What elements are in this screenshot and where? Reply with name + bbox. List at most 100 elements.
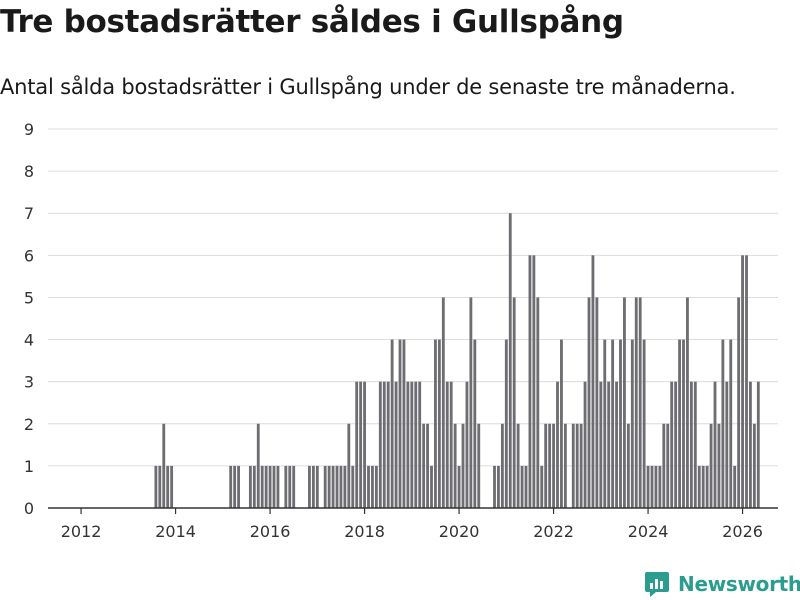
bar bbox=[371, 465, 374, 508]
bar bbox=[457, 465, 461, 508]
bar bbox=[453, 423, 457, 508]
bar bbox=[292, 465, 296, 508]
bar bbox=[233, 465, 237, 508]
y-tick-label: 5 bbox=[24, 288, 34, 307]
bar bbox=[248, 465, 252, 508]
chart-subtitle: Antal sålda bostadsrätter i Gullspång un… bbox=[0, 75, 736, 99]
bar bbox=[634, 297, 638, 508]
bar bbox=[166, 465, 170, 508]
bar bbox=[382, 381, 386, 508]
bar bbox=[418, 381, 422, 508]
bar bbox=[721, 339, 725, 508]
bar bbox=[654, 465, 658, 508]
bar bbox=[583, 381, 587, 508]
bar bbox=[288, 465, 292, 508]
x-tick-label: 2024 bbox=[628, 522, 669, 541]
highlight-value-label: 3 bbox=[769, 0, 779, 4]
bar bbox=[752, 423, 756, 508]
bar bbox=[544, 423, 548, 508]
bar bbox=[713, 381, 717, 508]
bar bbox=[540, 465, 544, 508]
bar bbox=[579, 423, 583, 508]
x-tick-label: 2018 bbox=[344, 522, 385, 541]
bar bbox=[374, 465, 378, 508]
bar bbox=[315, 465, 319, 508]
bar bbox=[591, 255, 595, 508]
y-tick-label: 8 bbox=[24, 162, 34, 181]
y-tick-label: 4 bbox=[24, 331, 34, 350]
bar bbox=[666, 423, 670, 508]
bar bbox=[662, 423, 666, 508]
bar bbox=[524, 465, 528, 508]
bar bbox=[508, 213, 512, 508]
bar bbox=[351, 465, 355, 508]
bar bbox=[733, 465, 737, 508]
bar bbox=[701, 465, 705, 508]
bar bbox=[686, 297, 689, 508]
bar bbox=[276, 465, 280, 508]
bar bbox=[619, 339, 622, 508]
bar bbox=[414, 381, 418, 508]
y-tick-label: 2 bbox=[24, 415, 34, 434]
y-tick-label: 7 bbox=[24, 204, 34, 223]
bar bbox=[461, 423, 465, 508]
bar bbox=[323, 465, 327, 508]
bar bbox=[705, 465, 709, 508]
bar bbox=[158, 465, 162, 508]
bar bbox=[682, 339, 685, 508]
bar bbox=[548, 423, 552, 508]
bar bbox=[469, 297, 473, 508]
bar bbox=[611, 339, 615, 508]
bar bbox=[607, 381, 611, 508]
bar bbox=[737, 297, 741, 508]
bar bbox=[335, 465, 339, 508]
bar bbox=[339, 465, 343, 508]
bar bbox=[552, 423, 555, 508]
x-tick-label: 2016 bbox=[250, 522, 291, 541]
bar bbox=[512, 297, 516, 508]
bar bbox=[390, 339, 394, 508]
newsworthy-logo-icon bbox=[645, 572, 669, 597]
bar bbox=[252, 465, 256, 508]
bar bbox=[406, 381, 410, 508]
bar bbox=[725, 381, 729, 508]
bar bbox=[465, 381, 469, 508]
bar bbox=[410, 381, 414, 508]
bar bbox=[437, 339, 441, 508]
bar bbox=[434, 339, 437, 508]
bar bbox=[528, 255, 532, 508]
bar bbox=[756, 381, 760, 508]
bar bbox=[749, 381, 752, 508]
bar bbox=[394, 381, 398, 508]
bar bbox=[504, 339, 508, 508]
bar bbox=[638, 297, 642, 508]
newsworthy-logo: Newsworthy bbox=[644, 570, 800, 598]
bar bbox=[689, 381, 693, 508]
y-tick-label: 9 bbox=[24, 120, 34, 139]
bar bbox=[630, 339, 634, 508]
bar bbox=[260, 465, 264, 508]
bar bbox=[268, 465, 272, 508]
bar bbox=[237, 465, 240, 508]
bar bbox=[717, 423, 721, 508]
bar bbox=[587, 297, 591, 508]
bar bbox=[308, 465, 311, 508]
chart-title: Tre bostadsrätter såldes i Gullspång bbox=[0, 4, 624, 40]
bar bbox=[331, 465, 335, 508]
bar bbox=[646, 465, 650, 508]
bar bbox=[626, 423, 630, 508]
bar bbox=[556, 381, 559, 508]
bar bbox=[615, 381, 618, 508]
bar bbox=[311, 465, 315, 508]
bar bbox=[642, 339, 646, 508]
y-axis: 0 1 2 3 4 5 6 7 8 9 bbox=[24, 120, 34, 518]
bar bbox=[154, 465, 158, 508]
bar bbox=[595, 297, 599, 508]
bar bbox=[430, 465, 433, 508]
bar bbox=[520, 465, 524, 508]
bars bbox=[154, 213, 760, 508]
bar bbox=[493, 465, 496, 508]
bar bbox=[563, 423, 567, 508]
bar bbox=[402, 339, 406, 508]
bar bbox=[363, 381, 366, 508]
